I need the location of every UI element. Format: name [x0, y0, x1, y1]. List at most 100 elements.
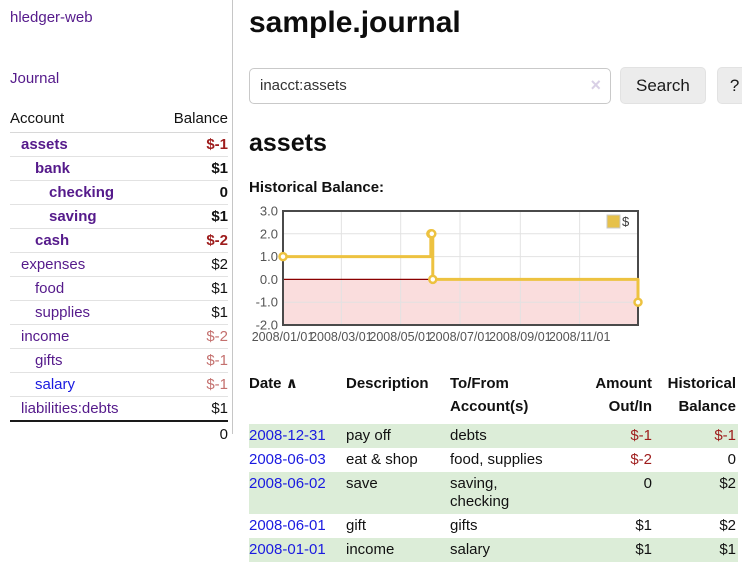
register-header-balance[interactable]: Historical Balance: [654, 370, 738, 424]
account-balance: 0: [155, 181, 228, 205]
transaction-accounts: gifts: [450, 514, 566, 538]
transaction-description: gift: [346, 514, 450, 538]
account-balance: $1: [155, 397, 228, 422]
transaction-row: 2008-06-03 eat & shopfood, supplies$-20: [249, 448, 738, 472]
account-row: cash $-2: [10, 229, 228, 253]
transaction-row: 2008-06-01 giftgifts$1$2: [249, 514, 738, 538]
page: hledger-web Journal Account Balance asse…: [0, 0, 742, 562]
transaction-date: 2008-01-01: [249, 538, 346, 562]
transaction-amount: $1: [566, 538, 654, 562]
transaction-amount: $1: [566, 514, 654, 538]
transaction-amount: $-2: [566, 448, 654, 472]
account-row: saving $1: [10, 205, 228, 229]
account-link[interactable]: gifts: [35, 352, 63, 369]
transaction-accounts: saving, checking: [450, 472, 566, 514]
svg-text:2008/05/01: 2008/05/01: [369, 330, 432, 344]
register-header-amount[interactable]: Amount Out/In: [566, 370, 654, 424]
accounts-table: Account Balance assets$-1bank$1checking0…: [10, 107, 228, 446]
transaction-balance: $2: [654, 514, 738, 538]
transaction-date-link[interactable]: 2008-06-01: [249, 517, 326, 534]
accounts-header-account: Account: [10, 107, 155, 133]
account-row: salary $-1: [10, 373, 228, 397]
main-content: sample.journal × Search ? assets Histori…: [233, 0, 742, 562]
account-link[interactable]: bank: [35, 160, 70, 177]
search-row: × Search ?: [249, 67, 742, 104]
transaction-row: 2008-12-31pay offdebts$-1$-1: [249, 424, 738, 448]
transaction-date-link[interactable]: 2008-01-01: [249, 541, 326, 558]
svg-text:2008/11/01: 2008/11/01: [549, 330, 611, 344]
transaction-balance: $-1: [654, 424, 738, 448]
svg-text:0.0: 0.0: [260, 272, 278, 287]
account-link[interactable]: food: [35, 280, 64, 297]
account-row: food $1: [10, 277, 228, 301]
svg-text:2008/03/01: 2008/03/01: [310, 330, 373, 344]
svg-text:2.0: 2.0: [260, 226, 278, 241]
historical-balance-chart: $3.02.01.00.0-1.0-2.02008/01/012008/03/0…: [249, 203, 742, 355]
transaction-balance: 0: [654, 448, 738, 472]
transaction-balance: $1: [654, 538, 738, 562]
transaction-accounts: salary: [450, 538, 566, 562]
transaction-date: 2008-06-01: [249, 514, 346, 538]
sort-ascending-icon: ∧: [286, 375, 298, 392]
accounts-total-value: 0: [155, 421, 228, 446]
register-header-date[interactable]: Date ∧: [249, 370, 346, 424]
svg-text:2008/07/01: 2008/07/01: [429, 330, 492, 344]
account-balance: $-2: [155, 229, 228, 253]
transaction-description: eat & shop: [346, 448, 450, 472]
search-button[interactable]: Search: [620, 67, 706, 104]
transaction-accounts: debts: [450, 424, 566, 448]
transaction-amount: $-1: [566, 424, 654, 448]
search-input[interactable]: [250, 69, 610, 103]
svg-text:3.0: 3.0: [260, 204, 278, 219]
search-box: ×: [249, 68, 611, 104]
transaction-balance: $2: [654, 472, 738, 514]
page-title: sample.journal: [249, 6, 742, 40]
svg-text:-1.0: -1.0: [256, 295, 278, 310]
transaction-date-link[interactable]: 2008-06-02: [249, 475, 326, 492]
journal-link[interactable]: Journal: [10, 70, 228, 87]
transaction-date-link[interactable]: 2008-12-31: [249, 427, 326, 444]
transaction-accounts: food, supplies: [450, 448, 566, 472]
account-balance: $-1: [155, 373, 228, 397]
account-row: income $-2: [10, 325, 228, 349]
account-link[interactable]: saving: [49, 208, 97, 225]
svg-text:$: $: [622, 214, 630, 229]
account-link[interactable]: cash: [35, 232, 69, 249]
account-link[interactable]: income: [21, 328, 69, 345]
transaction-row: 2008-01-01incomesalary$1$1: [249, 538, 738, 562]
chart-title: Historical Balance:: [249, 179, 742, 196]
account-balance: $-1: [155, 133, 228, 157]
transaction-date: 2008-06-03: [249, 448, 346, 472]
account-link[interactable]: liabilities:debts: [21, 400, 119, 417]
transaction-row: 2008-06-02savesaving, checking0$2: [249, 472, 738, 514]
transaction-date-link[interactable]: 2008-06-03: [249, 451, 326, 468]
register-table: Date ∧ Description To/From Account(s) Am…: [249, 370, 738, 562]
clear-search-icon[interactable]: ×: [590, 75, 601, 96]
register-header-description[interactable]: Description: [346, 370, 450, 424]
account-row: liabilities:debts $1: [10, 397, 228, 422]
transaction-date: 2008-12-31: [249, 424, 346, 448]
svg-text:2008/09/01: 2008/09/01: [489, 330, 552, 344]
account-link[interactable]: expenses: [21, 256, 85, 273]
account-row: expenses$2: [10, 253, 228, 277]
brand-link[interactable]: hledger-web: [10, 9, 228, 26]
account-balance: $-2: [155, 325, 228, 349]
account-row: checking 0: [10, 181, 228, 205]
transaction-description: save: [346, 472, 450, 514]
register-header-accounts[interactable]: To/From Account(s): [450, 370, 566, 424]
transaction-description: pay off: [346, 424, 450, 448]
account-link[interactable]: checking: [49, 184, 114, 201]
svg-text:1.0: 1.0: [260, 249, 278, 264]
accounts-header-balance: Balance: [155, 107, 228, 133]
help-button[interactable]: ?: [717, 67, 742, 104]
accounts-total-row: 0: [10, 421, 228, 446]
account-link[interactable]: assets: [21, 136, 68, 153]
account-balance: $1: [155, 205, 228, 229]
account-row: bank$1: [10, 157, 228, 181]
account-link[interactable]: supplies: [35, 304, 90, 321]
transaction-date: 2008-06-02: [249, 472, 346, 514]
account-row: supplies$1: [10, 301, 228, 325]
transaction-description: income: [346, 538, 450, 562]
account-link[interactable]: salary: [35, 376, 75, 393]
account-balance: $1: [155, 277, 228, 301]
